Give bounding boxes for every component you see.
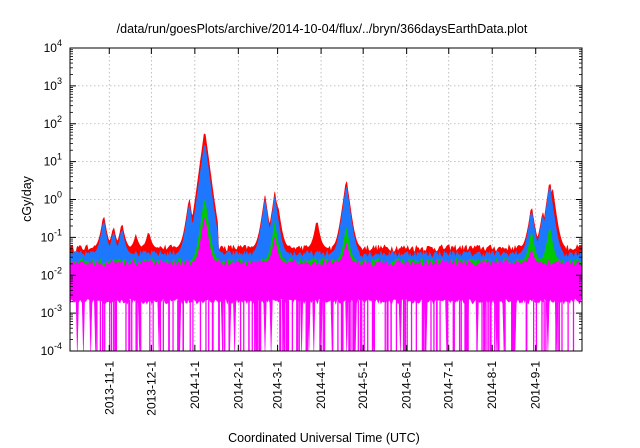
- y-tick-label: 10-2: [41, 265, 62, 282]
- x-tick-label: 2014-5-1: [356, 361, 370, 409]
- chart-title: /data/run/goesPlots/archive/2014-10-04/f…: [117, 22, 528, 36]
- x-tick-label: 2014-7-1: [442, 361, 456, 409]
- x-axis: 2013-11-1 2013-12-1 2014-1-1 2014-2-1 2014-3…: [102, 48, 543, 416]
- plot-area: [69, 48, 583, 352]
- y-tick-label: 10-3: [41, 303, 62, 320]
- x-tick-label: 2014-6-1: [400, 361, 414, 409]
- y-tick-label: 103: [44, 76, 62, 93]
- y-tick-label: 102: [44, 114, 62, 131]
- x-tick-label: 2014-8-1: [485, 361, 499, 409]
- x-tick-label: 2014-3-1: [271, 361, 285, 409]
- y-axis: 10-4 10-3 10-2 10-1 100 101 102 103 104: [41, 38, 582, 358]
- x-tick-label: 2013-12-1: [144, 361, 158, 416]
- y-tick-label: 104: [44, 38, 62, 55]
- plot-frame: [69, 47, 583, 352]
- y-tick-label: 101: [44, 152, 62, 169]
- x-axis-label: Coordinated Universal Time (UTC): [228, 431, 420, 445]
- y-tick-label: 100: [44, 190, 62, 207]
- x-tick-label: 2014-2-1: [231, 361, 245, 409]
- x-tick-label: 2014-4-1: [314, 361, 328, 409]
- y-axis-label: cGy/day: [20, 175, 34, 222]
- x-tick-label: 2014-9-1: [529, 361, 543, 409]
- y-tick-label: 10-4: [41, 341, 62, 358]
- x-tick-label: 2014-1-1: [188, 361, 202, 409]
- y-tick-label: 10-1: [41, 227, 62, 244]
- flux-series-band: [69, 133, 583, 259]
- x-tick-label: 2013-11-1: [102, 361, 116, 415]
